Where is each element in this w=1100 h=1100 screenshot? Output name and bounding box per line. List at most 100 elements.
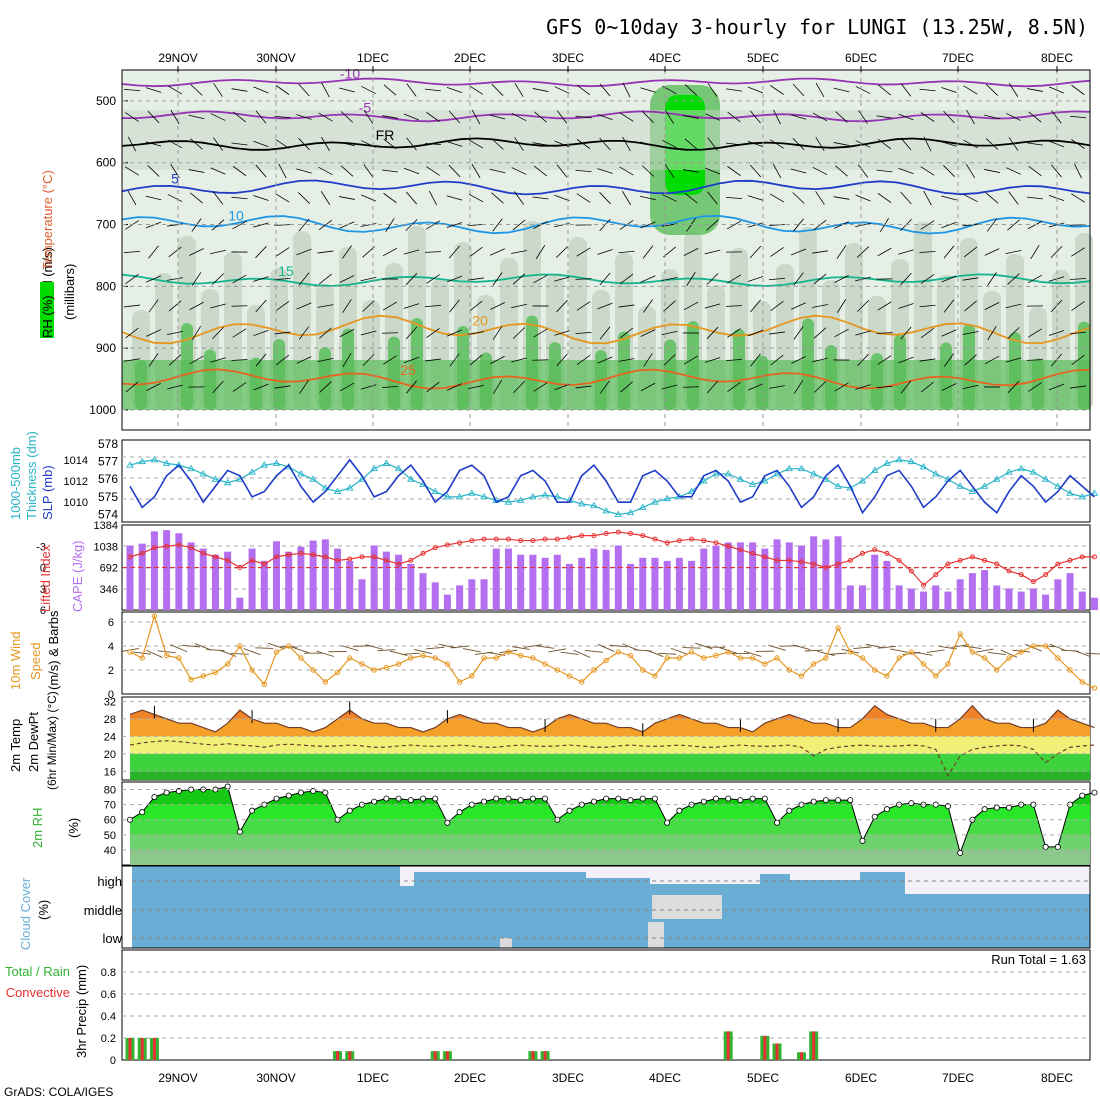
lifted-index-point [957,557,963,563]
upper-wind-barb [1070,385,1086,389]
upper-wind-barb [145,141,162,147]
wind10-barb [414,649,432,654]
cape-bar [810,536,818,610]
upper-wind-barb [986,218,998,232]
lifted-index-point [713,540,719,546]
upper-wind-barb [532,142,549,146]
upper-wind-barb [664,164,675,178]
rh-point [871,813,878,820]
lifted-index-point [347,556,353,562]
upper-wind-barb [296,302,312,310]
rh-point [749,795,756,802]
cape-bar [968,573,976,610]
upper-wind-barb [168,246,182,258]
thickness-point [712,470,720,477]
temp-ylabel-0: 2m Temp [8,719,23,772]
upper-wind-barb [662,194,677,202]
upper-wind-barb [815,191,825,205]
thickness-point [260,461,269,468]
lifted-index-point [310,552,316,558]
upper-wind-barb [403,167,420,175]
date-label-top: 30NOV [256,51,295,65]
upper-wind-barb [856,246,870,258]
upper-wind-barb [1030,244,1040,260]
wind10-point [823,655,829,661]
upper-wind-barb [683,169,699,173]
cape-bar [273,541,280,610]
isotherm-line [121,273,1091,287]
wind10-tick-label: 4 [108,641,114,653]
precip-convective-bar [140,1038,144,1060]
upper-wind-barb [642,245,654,259]
lifted-index-point [200,550,206,556]
cape-bar [907,588,915,610]
thickness-point [651,498,659,505]
rh-point [639,795,646,802]
thickness-point [870,466,879,473]
upper-wind-barb [362,353,375,367]
upper-wind-barb [770,247,784,257]
thickness-tick-label: 576 [98,472,118,486]
rh-point [285,792,292,799]
upper-wind-barb [468,139,484,149]
cape-bar [688,560,696,610]
upper-wind-barb [597,302,613,310]
upper-wind-barb [317,250,334,254]
upper-wind-barb [339,328,355,338]
date-label-bottom: 3DEC [552,1071,584,1085]
upper-wind-barb [640,329,656,337]
wind10-point [444,661,451,667]
rh-point [517,797,524,804]
wind10-point [664,655,670,661]
cape-bar [712,545,720,610]
cloud-high-gap [400,866,414,886]
upper-wind-barb [471,109,481,125]
lifted-index-point [493,536,499,542]
upper-wind-barb [599,191,611,205]
upper-wind-barb [1007,380,1020,394]
wind10-barb [804,649,823,652]
lifted-index-point [750,550,756,556]
upper-wind-barb [876,332,893,334]
rh-band [130,819,1090,835]
upper-wind-barb [190,84,203,96]
lifted-index-point [884,550,890,556]
upper-wind-barb [167,194,183,202]
upper-wind-barb [492,326,503,340]
precip-convective-bar [152,1038,156,1060]
cape-bar [1042,594,1050,610]
thickness-point [297,470,305,477]
rh-point [615,795,622,802]
upper-wind-barb [683,248,699,256]
upper-wind-barb [296,248,312,256]
wind10-barb [340,645,359,652]
upper-wind-barb [900,191,912,205]
upper-wind-barb [1007,327,1020,339]
wind10-point [554,667,560,673]
upper-wind-barb [489,168,506,174]
cloud-high-gap [860,866,905,872]
date-label-bottom: 6DEC [845,1071,877,1085]
wind10-point [1006,655,1012,661]
upper-wind-barb [213,137,223,151]
upper-wind-barb [813,381,827,393]
lifted-index-point [444,542,450,548]
upper-wind-barb [383,138,397,150]
upper-wind-barb [683,355,699,365]
cape-bar [822,539,830,610]
upper-wind-barb [449,353,460,367]
precip-tick-label: 0.4 [101,1011,116,1023]
upper-wind-barb [576,355,591,365]
wind10-point [1091,685,1098,691]
wind10-barb [695,642,713,650]
date-label-top: 6DEC [845,51,877,65]
cape-bar [981,570,989,610]
thickness-point [1017,464,1026,472]
upper-wind-barb [232,328,247,338]
upper-wind-barb [750,299,761,313]
upper-wind-barb [684,138,698,150]
upper-wind-barb [318,112,333,122]
dewpoint-line [129,740,1095,777]
lifted-index-point [1067,557,1073,563]
